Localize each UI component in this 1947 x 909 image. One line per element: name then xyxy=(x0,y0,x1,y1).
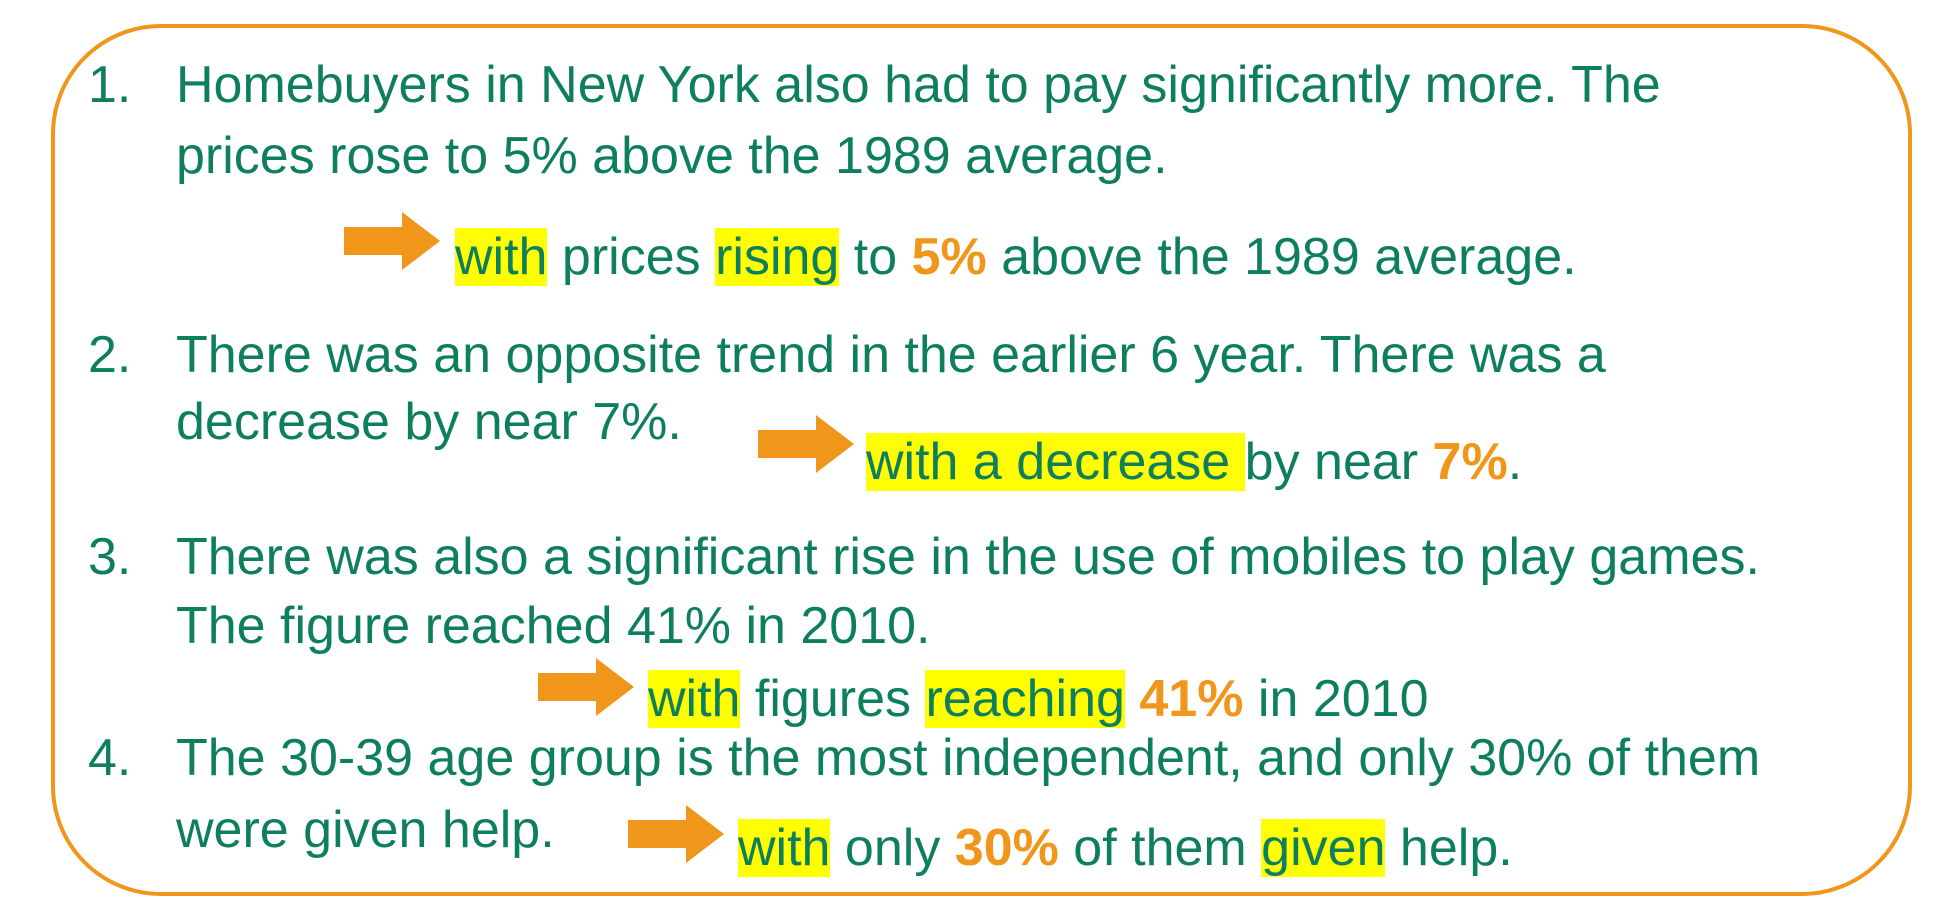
rewrite-text: in 2010 xyxy=(1243,670,1429,728)
percentage-value: 41% xyxy=(1139,670,1244,728)
item-sentence-line: Homebuyers in New York also had to pay s… xyxy=(176,56,1661,114)
rewrite-sentence: with prices rising to 5% above the 1989 … xyxy=(455,227,1577,287)
item-sentence-line: decrease by near 7%. xyxy=(176,393,682,451)
item-sentence-line: The 30-39 age group is the most independ… xyxy=(176,729,1761,787)
item-sentence-line: were given help. xyxy=(176,801,555,859)
percentage-value: 5% xyxy=(911,228,987,286)
rewrite-text: to xyxy=(839,228,912,286)
item-number: 4. xyxy=(88,729,132,787)
rewrite-text xyxy=(1125,670,1139,728)
percentage-value: 7% xyxy=(1432,433,1508,491)
highlighted-word: reaching xyxy=(925,670,1125,728)
rewrite-sentence: with only 30% of them given help. xyxy=(738,818,1513,878)
rewrite-text: of them xyxy=(1058,819,1262,877)
rewrite-sentence: with a decrease by near 7%. xyxy=(866,432,1522,492)
highlighted-word: with xyxy=(455,228,548,286)
rewrite-text: by near xyxy=(1244,433,1433,491)
item-number: 1. xyxy=(88,56,132,114)
highlighted-phrase: with a decrease xyxy=(866,433,1245,491)
rewrite-text: only xyxy=(830,819,955,877)
highlighted-word: with xyxy=(648,670,741,728)
highlighted-word: with xyxy=(738,819,831,877)
item-number: 2. xyxy=(88,326,132,384)
item-sentence-line: There was an opposite trend in the earli… xyxy=(176,326,1606,384)
item-sentence-line: prices rose to 5% above the 1989 average… xyxy=(176,127,1168,185)
percentage-value: 30% xyxy=(954,819,1059,877)
rewrite-sentence: with figures reaching 41% in 2010 xyxy=(648,669,1429,729)
right-arrow-icon xyxy=(758,415,854,473)
rewrite-text: . xyxy=(1507,433,1523,491)
rewrite-text: above the 1989 average. xyxy=(986,228,1577,286)
rewrite-text: figures xyxy=(740,670,926,728)
rewrite-text: help. xyxy=(1385,819,1513,877)
item-sentence-line: The figure reached 41% in 2010. xyxy=(176,597,931,655)
content-frame xyxy=(51,24,1912,896)
item-sentence-line: There was also a significant rise in the… xyxy=(176,528,1760,586)
right-arrow-icon xyxy=(538,658,634,716)
right-arrow-icon xyxy=(628,805,724,863)
highlighted-word: given xyxy=(1261,819,1386,877)
rewrite-text: prices xyxy=(547,228,716,286)
item-number: 3. xyxy=(88,528,132,586)
right-arrow-icon xyxy=(344,212,440,270)
highlighted-word: rising xyxy=(715,228,840,286)
